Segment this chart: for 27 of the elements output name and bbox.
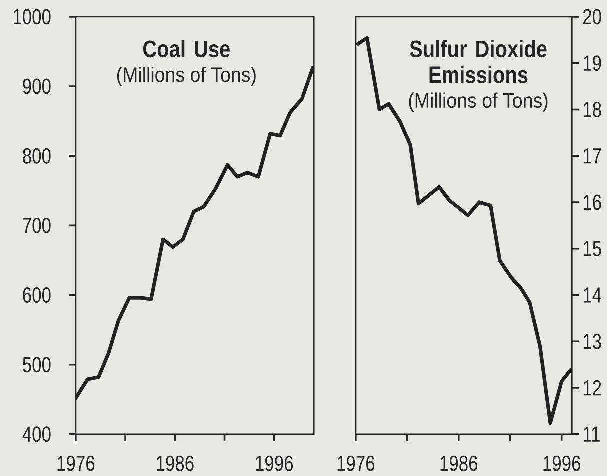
text: (Millions of Tons) xyxy=(409,92,548,112)
y-tick-label: 900 xyxy=(23,78,51,94)
y-tick-label: 400 xyxy=(22,426,51,442)
y2-tick-label: 12 xyxy=(584,380,602,396)
text: Sulfur Dioxide Emissions xyxy=(410,40,547,84)
text: Coal Use xyxy=(143,40,230,58)
x-tick-label: 1976 xyxy=(338,456,375,472)
y-tick-label: 500 xyxy=(23,356,51,372)
y2-tick-label: 19 xyxy=(584,55,602,71)
y2-tick-label: 20 xyxy=(583,9,602,25)
y-tick-label: 600 xyxy=(23,287,51,303)
y-tick-label: 1000 xyxy=(14,9,51,25)
y-tick-label: 800 xyxy=(23,148,51,164)
x-tick-label: 1986 xyxy=(440,456,478,472)
y2-tick-label: 18 xyxy=(584,102,602,118)
y2-tick-label: 17 xyxy=(584,148,602,164)
x-tick-label: 1986 xyxy=(157,456,194,472)
y2-tick-label: 11 xyxy=(584,426,600,442)
y2-tick-label: 16 xyxy=(584,194,602,210)
y2-tick-label: 13 xyxy=(584,334,602,350)
y2-tick-label: 15 xyxy=(584,241,602,256)
x-tick-label: 1976 xyxy=(58,456,95,472)
y2-tick-label: 14 xyxy=(584,288,602,303)
x-tick-label: 1996 xyxy=(256,456,294,472)
y-tick-label: 700 xyxy=(23,218,51,234)
text: (Millions of Tons) xyxy=(117,66,256,86)
x-tick-label: 1996 xyxy=(544,456,580,472)
